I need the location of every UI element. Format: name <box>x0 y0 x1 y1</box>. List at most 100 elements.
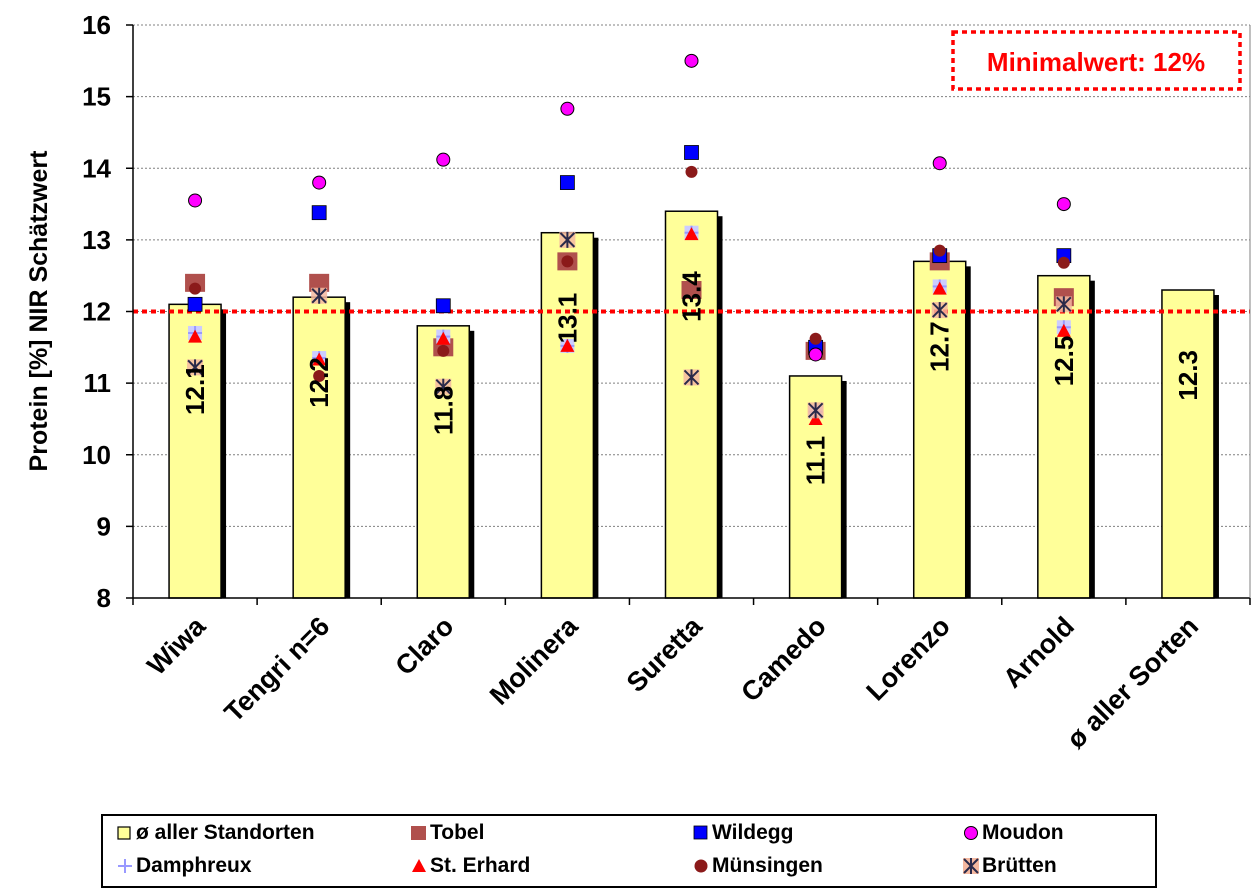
legend-swatch <box>694 859 708 873</box>
marker-br-tten <box>807 402 824 419</box>
marker-moudon <box>560 101 575 116</box>
marker-m-nsingen-shape <box>933 244 946 257</box>
marker-m-nsingen <box>1057 256 1070 269</box>
marker-moudon <box>932 156 947 171</box>
bar-value-label: 12.1 <box>180 364 210 415</box>
category-label: Tengri n=6 <box>219 611 336 728</box>
marker-m-nsingen-shape <box>313 369 326 382</box>
legend-shape <box>411 826 426 840</box>
marker-m-nsingen-shape <box>1057 256 1070 269</box>
marker-m-nsingen <box>561 255 574 268</box>
bar <box>1161 289 1215 599</box>
bar-value-label: 11.1 <box>801 436 831 485</box>
legend-item--aller-standorten: ø aller Standorten <box>117 821 315 845</box>
category-label: Molinera <box>484 610 584 710</box>
marker-wildegg-shape <box>559 175 575 190</box>
marker-st-erhard <box>188 329 203 343</box>
marker-wildegg <box>187 296 203 312</box>
y-tick-label: 9 <box>97 511 111 541</box>
marker-moudon <box>684 53 699 68</box>
marker-wildegg <box>435 298 451 314</box>
legend-label: Tobel <box>430 821 485 844</box>
category-label: ø aller Sorten <box>1061 611 1204 754</box>
minimum-label-box <box>951 30 1242 91</box>
marker-m-nsingen-shape <box>189 282 202 295</box>
marker-br-tten <box>683 369 700 386</box>
marker-m-nsingen <box>313 369 326 382</box>
marker-st-erhard <box>684 227 699 241</box>
marker-br-tten <box>311 287 328 304</box>
marker-m-nsingen <box>809 332 822 345</box>
y-tick-label: 16 <box>82 10 111 40</box>
y-tick-label: 12 <box>82 297 111 327</box>
legend-swatch <box>411 826 426 840</box>
marker-m-nsingen-shape <box>809 332 822 345</box>
legend-swatch <box>118 859 132 873</box>
marker-st-erhard <box>932 281 947 295</box>
bar-value-label: 13.4 <box>677 271 707 322</box>
legend-label: Münsingen <box>712 854 823 877</box>
bar <box>416 325 471 599</box>
bar <box>292 296 346 599</box>
legend-label: Damphreux <box>136 854 252 877</box>
marker-wildegg <box>559 175 575 190</box>
marker-moudon-shape <box>1056 197 1071 212</box>
bar-value-label: 12.2 <box>304 357 334 408</box>
marker-wildegg-shape <box>435 298 451 314</box>
marker-tobel <box>309 273 330 292</box>
legend-item-st-erhard: St. Erhard <box>411 854 530 878</box>
bar <box>664 210 719 599</box>
chart-svg: 8 9 10 11 12 13 14 15 16 Minimalwert: 12% 12.1 12.2… <box>25 10 1251 754</box>
marker-moudon <box>436 152 451 167</box>
bar-value-label: 12.3 <box>1173 350 1203 401</box>
y-tick-label: 14 <box>82 153 111 183</box>
legend-label: Moudon <box>982 821 1064 844</box>
marker-br-tten <box>931 302 948 319</box>
legend-label: St. Erhard <box>430 854 531 877</box>
marker-st-erhard-shape <box>188 329 203 343</box>
category-label: Claro <box>389 611 459 681</box>
legend-label: Brütten <box>982 854 1057 877</box>
bar <box>540 231 595 599</box>
bar-value-label: 12.7 <box>925 321 955 372</box>
legend-shape <box>964 826 978 840</box>
marker-moudon-shape <box>932 156 947 171</box>
legend: ø aller Standorten Tobel Wildegg Moudon Damp… <box>101 814 1157 888</box>
marker-wildegg-shape <box>311 205 327 221</box>
category-label: Wiwa <box>141 610 212 681</box>
marker-m-nsingen <box>437 344 450 357</box>
marker-moudon <box>1056 197 1071 212</box>
category-label: Camedo <box>735 611 832 708</box>
marker-st-erhard-shape <box>808 411 823 425</box>
marker-moudon <box>312 175 327 190</box>
legend-item-br-tten: Brütten <box>963 854 1057 878</box>
legend-label: ø aller Standorten <box>136 821 315 844</box>
legend-item-damphreux: Damphreux <box>117 854 252 878</box>
marker-wildegg-shape <box>684 145 699 160</box>
marker-st-erhard-shape <box>560 338 575 352</box>
marker-moudon-shape <box>808 347 823 362</box>
marker-br-tten <box>1055 296 1072 313</box>
legend-shape <box>694 859 708 873</box>
marker-tobel-shape <box>309 273 330 292</box>
marker-moudon-shape <box>684 53 699 68</box>
markers <box>185 53 1074 425</box>
marker-br-tten <box>435 378 452 395</box>
marker-br-tten <box>187 359 204 376</box>
marker-st-erhard <box>436 331 451 345</box>
legend-shape <box>693 825 708 840</box>
legend-item-tobel: Tobel <box>411 821 484 845</box>
category-label: Lorenzo <box>861 611 956 706</box>
marker-moudon-shape <box>312 175 327 190</box>
legend-shape <box>412 859 426 872</box>
marker-st-erhard <box>1056 323 1071 337</box>
marker-moudon-shape <box>436 152 451 167</box>
marker-st-erhard-shape <box>436 331 451 345</box>
marker-wildegg <box>684 145 699 160</box>
legend-item-wildegg: Wildegg <box>693 821 793 845</box>
minimum-label: Minimalwert: 12% <box>987 47 1205 77</box>
marker-tobel-shape <box>681 281 702 300</box>
marker-br-tten <box>559 231 576 248</box>
y-tick-label: 10 <box>82 440 111 470</box>
marker-st-erhard <box>560 338 575 352</box>
